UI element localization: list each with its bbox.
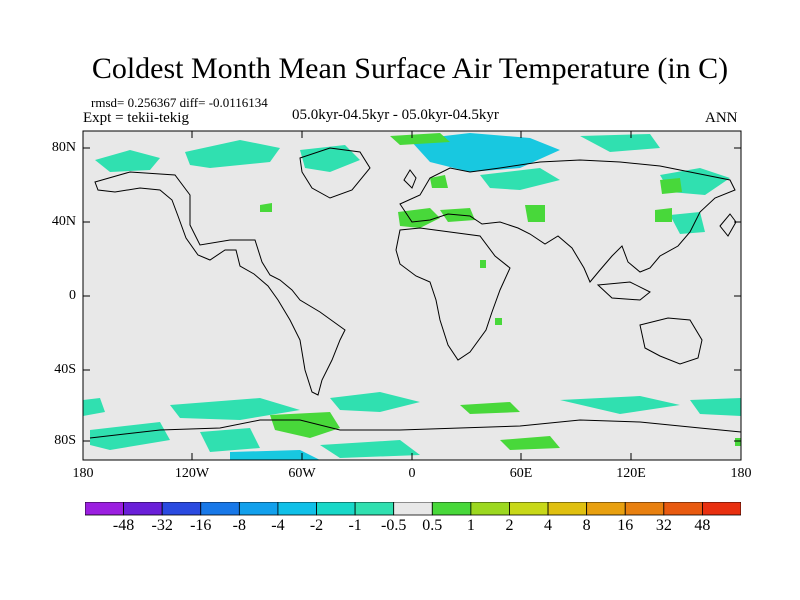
colorbar-label: -8 <box>232 517 246 534</box>
axis-ticks <box>83 131 741 460</box>
colorbar-swatch <box>238 502 279 516</box>
y-tick-80s: 80S <box>54 433 76 448</box>
y-tick-40n: 40N <box>51 214 76 229</box>
colorbar-swatch <box>470 502 510 516</box>
colorbar-swatch <box>316 502 356 516</box>
y-tick-80n: 80N <box>51 140 76 155</box>
colorbar-label: 48 <box>694 517 711 534</box>
colorbar-swatch <box>547 502 588 516</box>
colorbar-label: 4 <box>544 517 553 534</box>
warm-anomaly-patches <box>260 133 741 450</box>
colorbar-swatch <box>624 502 665 516</box>
colorbar-label: 0.5 <box>422 517 443 534</box>
x-tick-0: 0 <box>408 466 416 481</box>
y-tick-40s: 40S <box>54 362 76 377</box>
period-label: 05.0kyr-04.5kyr - 05.0kyr-04.5kyr <box>292 107 499 123</box>
y-tick-0: 0 <box>69 288 76 303</box>
colorbar-swatch <box>702 502 741 516</box>
colorbar-swatch <box>85 502 124 516</box>
experiment-label: Expt = tekii-tekig <box>83 110 189 126</box>
colorbar-label: 1 <box>466 517 475 534</box>
x-tick-180w: 180 <box>72 466 94 481</box>
colorbar-swatch <box>509 502 549 516</box>
colorbar-swatch <box>354 502 395 516</box>
x-tick-120e: 120E <box>616 466 646 481</box>
colorbar-label: 8 <box>582 517 591 534</box>
colorbar-label: -32 <box>151 517 173 534</box>
colorbar-swatch <box>123 502 163 516</box>
chart-title: Coldest Month Mean Surface Air Temperatu… <box>91 52 729 85</box>
x-tick-60e: 60E <box>509 466 533 481</box>
colorbar-swatch <box>431 502 472 516</box>
coastlines <box>89 147 742 439</box>
x-tick-60w: 60W <box>288 466 316 481</box>
colorbar-swatch <box>663 502 703 516</box>
x-tick-120w: 120W <box>174 466 210 481</box>
colorbar-swatch <box>200 502 240 516</box>
colorbar-label: -2 <box>309 517 324 534</box>
colorbar-swatch <box>393 502 433 516</box>
colorbar-label: -1 <box>348 517 362 534</box>
colorbar-label: 32 <box>655 517 672 534</box>
colorbar <box>85 502 741 516</box>
colorbar-label: -48 <box>112 517 135 534</box>
colorbar-label: 2 <box>505 517 514 534</box>
stats-label: rmsd= 0.256367 diff= -0.0116134 <box>91 95 268 110</box>
x-tick-180e: 180 <box>730 466 752 481</box>
colorbar-label: -4 <box>271 517 285 534</box>
cool-anomaly-patches <box>83 133 741 460</box>
season-label: ANN <box>705 110 738 126</box>
colorbar-swatch <box>161 502 202 516</box>
colorbar-label: -0.5 <box>381 517 407 534</box>
colorbar-label: 16 <box>617 517 634 534</box>
colorbar-label: -16 <box>190 517 212 534</box>
colorbar-swatch <box>277 502 317 516</box>
colorbar-swatch <box>586 502 626 516</box>
